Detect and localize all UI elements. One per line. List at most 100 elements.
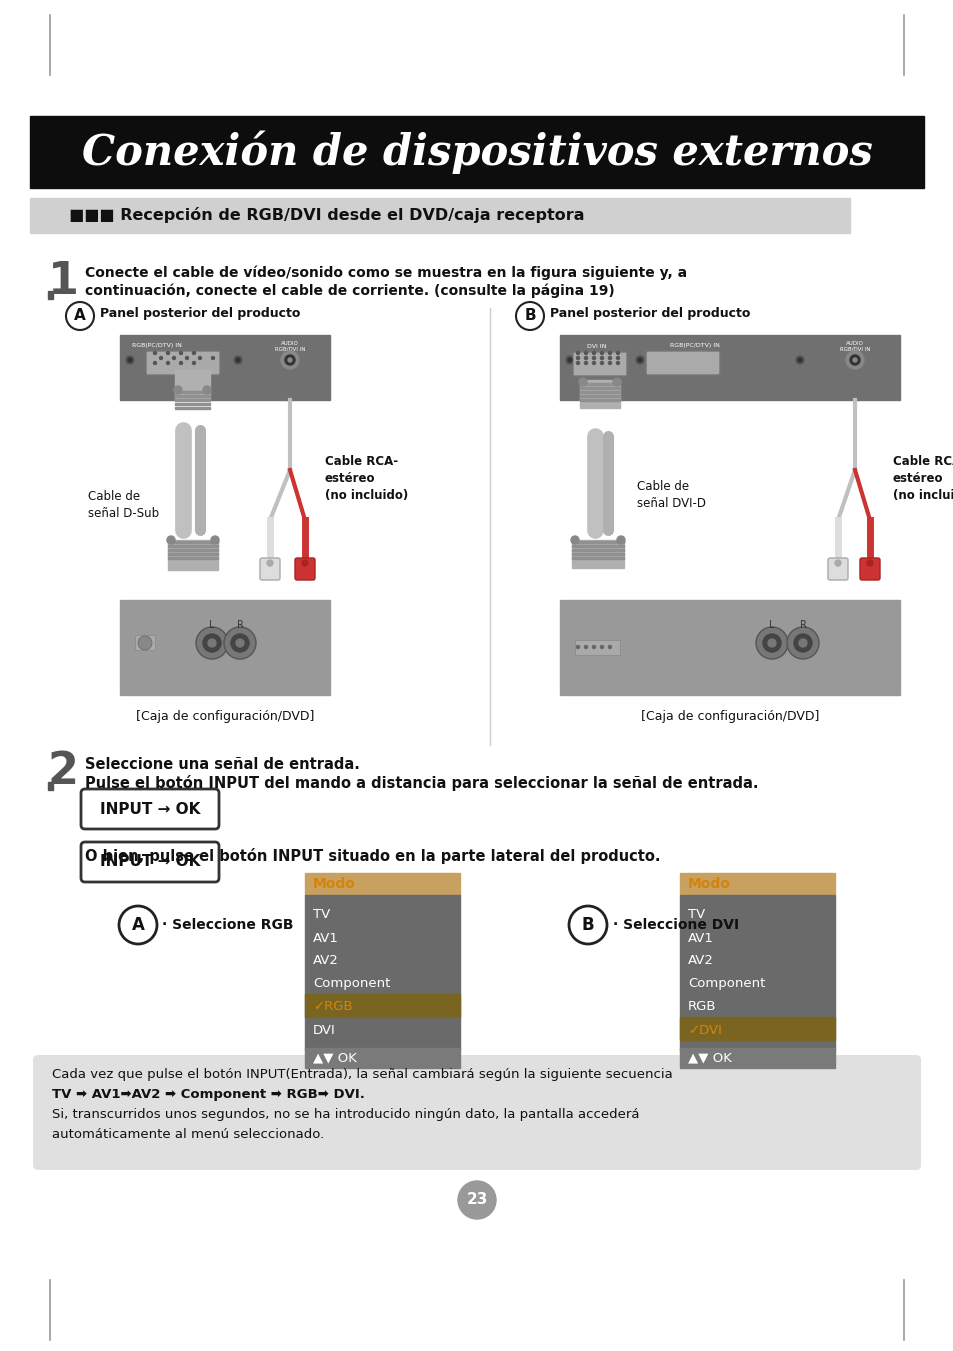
Circle shape (578, 378, 586, 386)
Bar (579, 390, 619, 393)
Circle shape (516, 303, 543, 330)
Circle shape (172, 357, 175, 359)
Circle shape (119, 907, 157, 944)
Bar (559, 335, 899, 400)
FancyBboxPatch shape (81, 842, 219, 882)
Text: Seleccione una señal de entrada.: Seleccione una señal de entrada. (85, 757, 359, 771)
Circle shape (795, 357, 803, 363)
Bar (120, 335, 330, 400)
Circle shape (167, 362, 170, 365)
Circle shape (616, 362, 618, 365)
Text: ■■■ Recepción de RGB/DVI desde el DVD/caja receptora: ■■■ Recepción de RGB/DVI desde el DVD/ca… (58, 207, 584, 223)
Circle shape (608, 351, 611, 354)
Bar (572, 549, 623, 551)
Circle shape (153, 362, 156, 365)
Circle shape (211, 536, 219, 544)
Circle shape (852, 358, 856, 362)
Text: Cable RCA-
estéreo
(no incluido): Cable RCA- estéreo (no incluido) (892, 455, 953, 503)
Circle shape (203, 386, 211, 394)
Bar (174, 403, 210, 405)
Text: ▲▼ OK: ▲▼ OK (687, 1051, 731, 1065)
Circle shape (567, 358, 572, 362)
FancyBboxPatch shape (294, 558, 314, 580)
Circle shape (208, 639, 215, 647)
Circle shape (613, 378, 620, 386)
Text: · Seleccione RGB: · Seleccione RGB (162, 917, 294, 932)
Circle shape (592, 646, 595, 648)
Circle shape (599, 362, 603, 365)
Circle shape (203, 634, 221, 653)
Text: TV: TV (313, 908, 330, 921)
Text: INPUT → OK: INPUT → OK (100, 801, 200, 816)
Text: continuación, conecte el cable de corriente. (consulte la página 19): continuación, conecte el cable de corrie… (85, 282, 614, 297)
Circle shape (179, 351, 182, 354)
Circle shape (834, 561, 841, 566)
Bar (679, 894, 834, 1050)
Bar (30, 116, 923, 188)
Text: RGB: RGB (687, 1001, 716, 1013)
Circle shape (849, 355, 859, 365)
Circle shape (845, 351, 863, 369)
Bar (572, 540, 623, 567)
Bar (305, 1048, 459, 1069)
Bar (572, 553, 623, 555)
Circle shape (457, 1181, 496, 1219)
Bar (305, 894, 459, 1050)
Bar (168, 557, 218, 559)
Bar (48, 290, 53, 299)
Bar (559, 600, 899, 694)
Bar (168, 540, 218, 543)
Text: O bien, pulse el botón INPUT situado en la parte lateral del producto.: O bien, pulse el botón INPUT situado en … (85, 848, 659, 865)
Circle shape (592, 351, 595, 354)
Circle shape (302, 561, 308, 566)
Text: TV: TV (687, 908, 704, 921)
Bar (579, 399, 619, 401)
Circle shape (616, 351, 618, 354)
Circle shape (616, 357, 618, 359)
Bar (168, 540, 218, 570)
Bar (174, 390, 210, 393)
Text: Component: Component (313, 978, 390, 990)
Text: 1: 1 (48, 259, 79, 303)
Text: Panel posterior del producto: Panel posterior del producto (100, 308, 300, 320)
Bar (679, 1017, 834, 1040)
Text: automáticamente al menú seleccionado.: automáticamente al menú seleccionado. (52, 1128, 324, 1142)
Circle shape (185, 357, 189, 359)
Text: B: B (523, 308, 536, 323)
Circle shape (235, 639, 244, 647)
FancyBboxPatch shape (146, 351, 220, 376)
Text: A: A (74, 308, 86, 323)
Text: AUDIO
RGB/DVI IN: AUDIO RGB/DVI IN (274, 340, 305, 351)
Text: AV1: AV1 (313, 931, 338, 944)
Circle shape (267, 561, 273, 566)
Bar (579, 386, 619, 389)
FancyBboxPatch shape (573, 353, 626, 376)
Circle shape (584, 357, 587, 359)
Text: B: B (581, 916, 594, 934)
Text: R: R (799, 620, 805, 630)
Circle shape (138, 636, 152, 650)
Bar (168, 544, 218, 547)
Text: AV2: AV2 (313, 955, 338, 967)
Circle shape (608, 357, 611, 359)
Circle shape (126, 357, 133, 363)
Bar (579, 394, 619, 397)
Bar (579, 382, 619, 385)
Text: Pulse el botón INPUT del mando a distancia para seleccionar la señal de entrada.: Pulse el botón INPUT del mando a distanc… (85, 775, 758, 790)
Text: L: L (209, 620, 214, 630)
Circle shape (128, 358, 132, 362)
Text: L: L (768, 620, 774, 630)
Text: Cada vez que pulse el botón INPUT(Entrada), la señal cambiará según la siguiente: Cada vez que pulse el botón INPUT(Entrad… (52, 1069, 672, 1081)
Circle shape (167, 351, 170, 354)
Bar (174, 407, 210, 409)
Bar (572, 544, 623, 547)
Bar (174, 394, 210, 397)
Circle shape (568, 907, 606, 944)
Circle shape (212, 357, 214, 359)
Circle shape (617, 536, 624, 544)
Circle shape (638, 358, 641, 362)
Text: AUDIO
RGB/DVI IN: AUDIO RGB/DVI IN (839, 340, 869, 351)
Text: 23: 23 (466, 1193, 487, 1208)
FancyBboxPatch shape (645, 351, 720, 376)
Circle shape (762, 634, 781, 653)
